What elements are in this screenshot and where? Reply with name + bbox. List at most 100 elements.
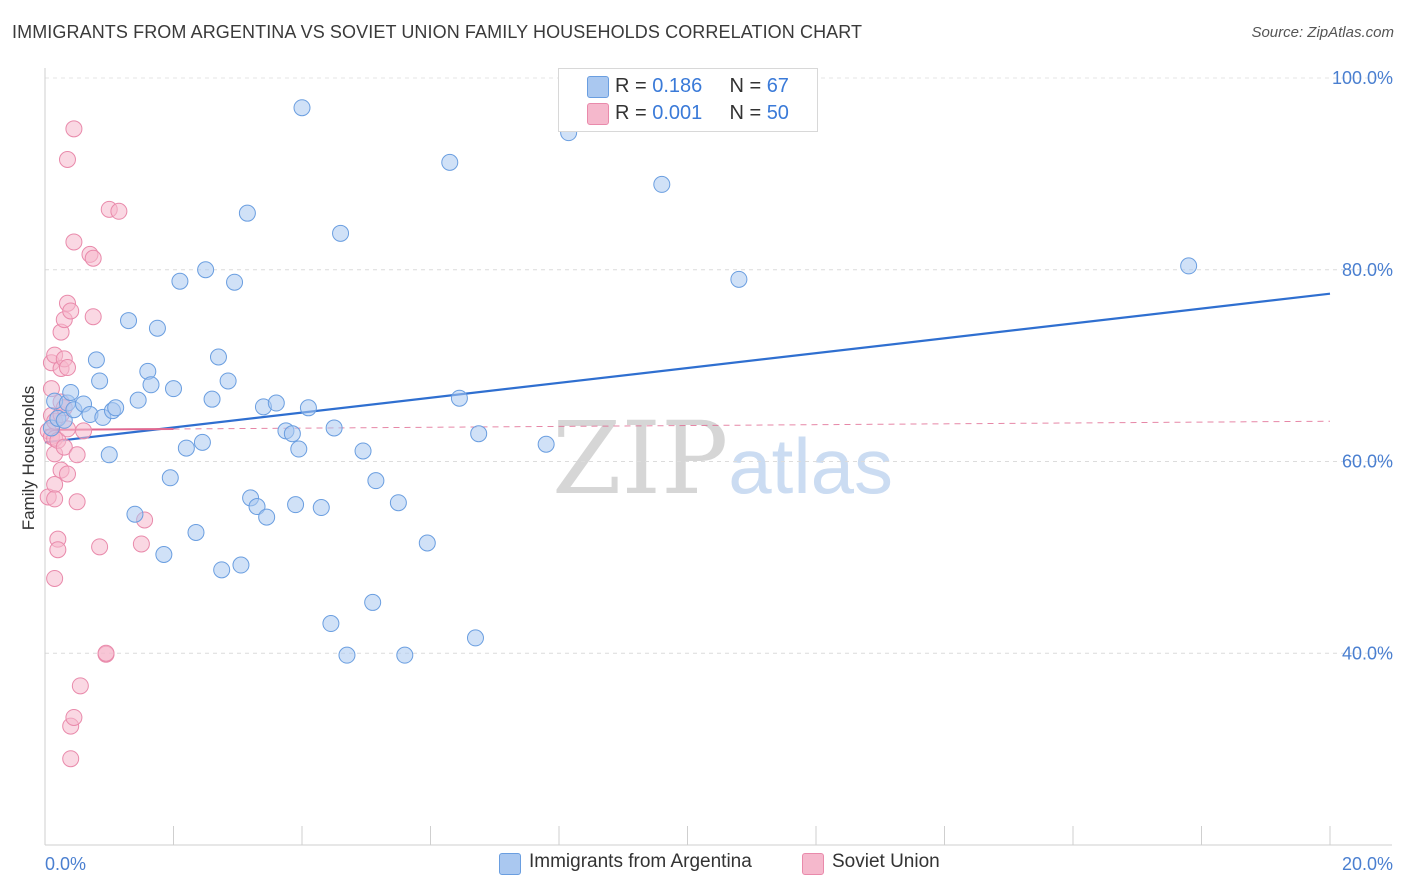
- legend-r-label: R =: [615, 102, 653, 124]
- argentina-point: [120, 312, 138, 330]
- argentina-point: [730, 270, 748, 288]
- soviet-point: [46, 569, 64, 587]
- legend-label-soviet: Soviet Union: [832, 851, 940, 872]
- argentina-point: [537, 435, 555, 453]
- trend-lines: [44, 292, 1331, 444]
- legend-label-argentina: Immigrants from Argentina: [529, 851, 752, 872]
- argentina-point: [62, 383, 80, 401]
- argentina-point: [171, 272, 189, 290]
- soviet-trend-line-dashed: [173, 420, 1331, 430]
- argentina-point: [287, 496, 305, 514]
- legend-item-argentina: Immigrants from Argentina: [499, 851, 752, 875]
- argentina-point: [177, 439, 195, 457]
- argentina-point: [332, 224, 350, 242]
- axis-labels: 40.0% 60.0% 80.0% 100.0% 0.0% 20.0% Family Hou…: [19, 68, 1393, 874]
- legend-r-value: 0.186: [652, 75, 703, 97]
- legend-n-value: 50: [766, 102, 789, 124]
- argentina-point: [299, 399, 317, 417]
- argentina-point: [258, 508, 276, 526]
- watermark-atlas: atlas: [728, 422, 894, 510]
- argentina-point: [248, 498, 266, 516]
- argentina-point: [155, 545, 173, 563]
- argentina-point: [1180, 257, 1198, 275]
- argentina-point: [367, 472, 385, 490]
- argentina-point: [203, 390, 221, 408]
- soviet-point: [46, 490, 64, 508]
- soviet-point: [75, 422, 93, 440]
- y-tick-label: 60.0%: [1342, 452, 1393, 472]
- argentina-point: [107, 399, 125, 417]
- y-tick-label: 80.0%: [1342, 260, 1393, 280]
- argentina-point: [161, 469, 179, 487]
- argentina-point: [653, 175, 671, 193]
- legend-n-label: N =: [729, 75, 767, 97]
- soviet-point: [132, 535, 150, 553]
- soviet-point: [65, 120, 83, 138]
- soviet-point: [58, 359, 76, 377]
- soviet-point: [49, 541, 67, 559]
- soviet-legend-swatch: [802, 853, 824, 875]
- argentina-point: [238, 204, 256, 222]
- argentina-legend-swatch: [499, 853, 521, 875]
- legend-n-value: 67: [766, 75, 789, 97]
- legend-r-label: R =: [615, 75, 653, 97]
- soviet-swatch: [587, 103, 609, 125]
- argentina-point: [338, 646, 356, 664]
- argentina-point: [322, 615, 340, 633]
- soviet-point: [58, 150, 76, 168]
- argentina-point: [55, 411, 73, 429]
- x-tick-label: 20.0%: [1342, 854, 1393, 874]
- soviet-point: [58, 465, 76, 483]
- argentina-point: [450, 389, 468, 407]
- argentina-point: [165, 380, 182, 398]
- soviet-point: [68, 493, 86, 511]
- soviet-point: [110, 202, 128, 220]
- y-tick-label: 100.0%: [1332, 68, 1393, 88]
- argentina-point: [126, 505, 144, 523]
- argentina-point: [193, 433, 211, 451]
- argentina-point: [283, 425, 301, 443]
- argentina-point: [466, 629, 484, 647]
- soviet-point: [46, 476, 64, 494]
- argentina-point: [219, 372, 237, 390]
- soviet-point: [84, 308, 102, 326]
- soviet-point: [91, 538, 109, 556]
- correlation-legend: R = 0.186 N = 67 R = 0.001 N = 50: [558, 68, 818, 132]
- legend-row-soviet: R = 0.001 N = 50: [587, 102, 789, 126]
- soviet-point: [65, 708, 83, 726]
- argentina-point: [470, 425, 488, 443]
- argentina-point: [354, 442, 372, 460]
- argentina-point: [418, 534, 436, 552]
- legend-row-argentina: R = 0.186 N = 67: [587, 75, 789, 99]
- soviet-point: [62, 750, 80, 768]
- argentina-point: [325, 419, 343, 437]
- argentina-point: [441, 153, 459, 171]
- argentina-point: [232, 556, 250, 574]
- legend-r-value: 0.001: [652, 102, 703, 124]
- chart-title: IMMIGRANTS FROM ARGENTINA VS SOVIET UNIO…: [12, 22, 863, 42]
- y-tick-label: 40.0%: [1342, 643, 1393, 663]
- argentina-point: [226, 273, 244, 291]
- argentina-point: [267, 394, 285, 412]
- argentina-point: [91, 372, 109, 390]
- axes: [44, 68, 1392, 846]
- argentina-point: [213, 561, 231, 579]
- soviet-point: [84, 249, 102, 267]
- legend-n-label: N =: [729, 102, 767, 124]
- source-credit: Source: ZipAtlas.com: [1251, 24, 1394, 41]
- argentina-point: [396, 646, 414, 664]
- soviet-point: [97, 644, 115, 662]
- watermark-zip: ZIP: [552, 400, 729, 517]
- series-legend: Immigrants from Argentina Soviet Union: [0, 851, 1406, 879]
- argentina-point: [209, 348, 227, 366]
- legend-item-soviet: Soviet Union: [802, 851, 940, 875]
- soviet-point: [71, 677, 89, 695]
- argentina-point: [129, 391, 147, 409]
- watermark: ZIPatlas: [552, 400, 893, 517]
- argentina-trend-line: [44, 292, 1331, 444]
- argentina-point: [187, 523, 205, 541]
- argentina-swatch: [587, 76, 609, 98]
- soviet-point: [68, 446, 86, 464]
- argentina-point: [293, 99, 311, 117]
